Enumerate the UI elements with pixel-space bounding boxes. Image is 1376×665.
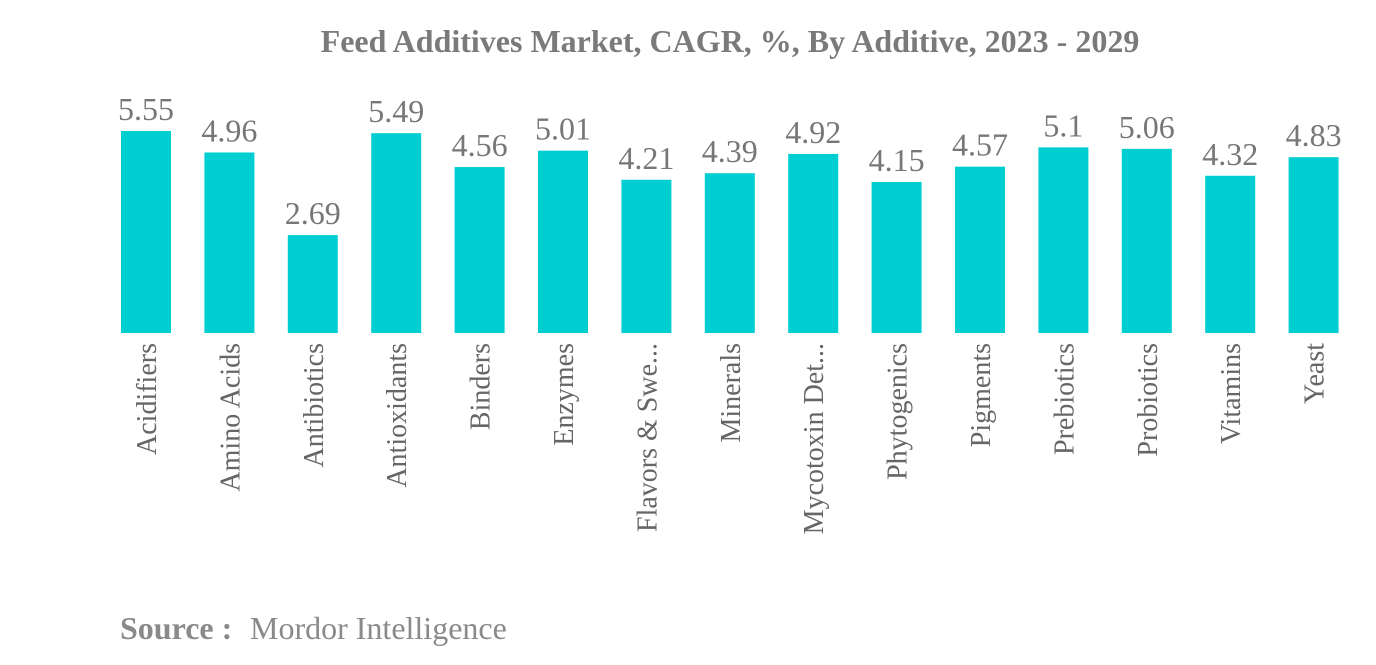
data-label: 4.83 (1286, 117, 1342, 153)
bar-12 (1121, 148, 1172, 333)
data-label: 4.15 (869, 142, 925, 178)
data-label: 5.1 (1043, 107, 1083, 143)
category-label: Probiotics (1133, 343, 1164, 457)
data-label: 4.96 (201, 112, 257, 148)
source-value: Mordor Intelligence (250, 610, 507, 646)
category-label: Prebiotics (1049, 343, 1080, 455)
data-label: 5.06 (1119, 109, 1175, 145)
data-label: 4.92 (785, 114, 841, 150)
data-label: 4.32 (1202, 136, 1258, 172)
data-label: 5.49 (368, 93, 424, 129)
bar-1 (204, 152, 255, 333)
category-label: Minerals (716, 343, 747, 443)
category-label: Enzymes (549, 343, 580, 446)
bar-6 (621, 179, 672, 333)
category-label: Antioxidants (382, 343, 413, 488)
category-label: Yeast (1300, 343, 1331, 404)
bar-10 (955, 166, 1005, 333)
bar-3 (371, 133, 422, 333)
bar-11 (1038, 147, 1089, 333)
data-label: 2.69 (285, 195, 341, 231)
category-label: Mycotoxin Det... (799, 343, 830, 534)
bar-8 (788, 153, 839, 333)
data-label: 4.21 (618, 140, 674, 176)
data-label: 5.01 (535, 111, 591, 147)
category-label: Amino Acids (215, 343, 246, 492)
bar-14 (1288, 157, 1339, 333)
bar-13 (1205, 175, 1256, 333)
category-label: Phytogenics (883, 343, 914, 480)
data-label: 5.55 (118, 91, 174, 127)
data-label: 4.56 (452, 127, 508, 163)
bar-5 (538, 150, 588, 333)
category-label: Acidifiers (132, 343, 163, 455)
data-label: 4.39 (702, 133, 758, 169)
bar-2 (287, 235, 338, 333)
bar-4 (454, 167, 505, 333)
category-label: Antibiotics (299, 343, 330, 467)
bar-0 (121, 131, 171, 333)
bar-7 (704, 173, 755, 333)
source-label: Source : (120, 610, 232, 646)
category-label: Vitamins (1216, 343, 1247, 444)
category-label: Pigments (966, 343, 997, 447)
bar-9 (871, 181, 922, 333)
category-label: Binders (466, 343, 497, 430)
data-label: 4.57 (952, 127, 1008, 163)
category-label: Flavors & Swe... (632, 343, 663, 532)
chart-title: Feed Additives Market, CAGR, %, By Addit… (321, 23, 1140, 59)
